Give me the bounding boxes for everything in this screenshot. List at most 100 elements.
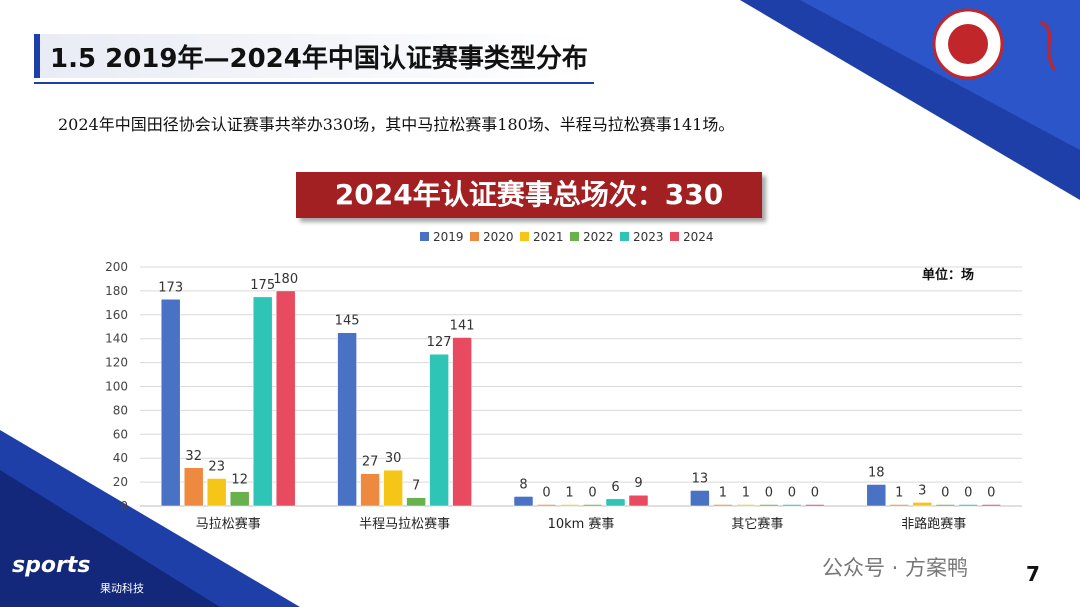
data-label: 0 [964, 486, 972, 501]
unit-label: 单位：场 [922, 268, 975, 283]
y-tick-label: 160 [105, 308, 128, 322]
bar-2021-1 [383, 469, 403, 507]
y-tick-label: 200 [105, 260, 128, 274]
data-label: 12 [231, 473, 248, 488]
bar-2020-4 [889, 504, 910, 507]
bar-2020-2 [536, 504, 557, 507]
y-tick-label: 60 [113, 427, 128, 441]
association-logo-center [948, 24, 988, 64]
bar-layer [160, 290, 1002, 507]
data-label: 145 [335, 314, 360, 329]
bar-2021-0 [206, 478, 227, 507]
sports-logo: sports [12, 553, 91, 578]
data-label: 0 [941, 486, 949, 501]
bar-2022-3 [759, 504, 779, 507]
bar-2024-0 [275, 290, 296, 507]
data-label: 1 [719, 486, 727, 501]
data-label: 6 [611, 480, 619, 495]
summary-text: 2024年中国田径协会认证赛事共举办330场，其中马拉松赛事180场、半程马拉松… [58, 115, 735, 134]
y-tick-label: 180 [105, 284, 128, 298]
bar-2019-1 [337, 332, 357, 507]
bar-2022-4 [935, 504, 956, 507]
bar-2023-0 [252, 296, 273, 507]
data-label: 1 [742, 486, 750, 501]
legend-swatch-2019 [420, 232, 429, 241]
bar-2020-0 [183, 467, 204, 507]
data-label: 175 [250, 278, 275, 293]
bar-2023-1 [429, 353, 449, 507]
page-title: 1.5 2019年—2024年中国认证赛事类型分布 [50, 44, 588, 74]
bar-2020-3 [713, 504, 733, 507]
top-right-blue-band-light [800, 0, 1080, 150]
bar-2019-3 [690, 490, 710, 507]
data-label: 32 [185, 449, 202, 464]
data-label: 18 [868, 465, 885, 480]
legend-swatch-2021 [520, 232, 529, 241]
y-tick-label: 140 [105, 332, 128, 346]
legend-swatch-2020 [470, 232, 479, 241]
bar-2019-4 [866, 484, 887, 507]
legend-swatch-2022 [570, 232, 579, 241]
bar-2021-4 [912, 502, 933, 507]
legend-label: 2019 [433, 230, 464, 244]
data-label: 0 [588, 486, 596, 501]
x-category-label: 其它赛事 [731, 516, 783, 532]
data-label: 0 [788, 486, 796, 501]
data-label: 127 [427, 335, 452, 350]
data-label: 0 [811, 486, 819, 501]
bar-2023-3 [782, 504, 802, 507]
legend: 2019 2020 2021 2022 2023 2024 [420, 230, 714, 244]
bar-2022-0 [229, 491, 250, 507]
legend-swatch-2024 [670, 232, 679, 241]
bar-2022-2 [582, 504, 603, 507]
bar-2020-1 [360, 473, 380, 507]
bar-2024-4 [981, 504, 1002, 507]
data-label: 9 [634, 476, 642, 491]
data-label: 141 [450, 319, 475, 334]
legend-label: 2020 [483, 230, 514, 244]
data-label: 27 [362, 455, 379, 470]
legend-label: 2022 [583, 230, 614, 244]
data-label: 0 [542, 486, 550, 501]
y-tick-label: 120 [105, 356, 128, 370]
bar-2023-4 [958, 504, 979, 507]
title-underline [34, 82, 594, 84]
data-label: 3 [918, 483, 926, 498]
title-bar [34, 34, 594, 78]
data-label: 13 [692, 471, 709, 486]
x-category-label: 半程马拉松赛事 [359, 516, 450, 532]
total-events-banner: 2024年认证赛事总场次：330 [296, 172, 762, 218]
bar-2023-2 [605, 498, 626, 507]
page-number: 7 [1026, 562, 1040, 586]
bar-2024-1 [452, 337, 472, 507]
data-label: 8 [519, 477, 527, 492]
legend-label: 2021 [533, 230, 564, 244]
y-tick-label: 80 [113, 403, 128, 417]
data-label: 7 [412, 479, 420, 494]
brand-subtitle: 果动科技 [100, 582, 144, 595]
bar-2019-0 [160, 299, 181, 507]
bar-2019-2 [513, 496, 534, 507]
china-athletics-logo [1039, 20, 1057, 71]
y-tick-label: 0 [120, 499, 128, 513]
data-label: 23 [208, 460, 225, 475]
bottom-left-blue-band-dark [0, 470, 220, 607]
data-label: 1 [895, 486, 903, 501]
x-category-label: 10km 赛事 [548, 516, 615, 532]
bar-2021-2 [559, 504, 580, 507]
y-tick-label: 40 [113, 451, 128, 465]
data-label: 30 [385, 451, 402, 466]
bar-2024-2 [628, 494, 649, 507]
legend-label: 2024 [683, 230, 714, 244]
wechat-watermark: 公众号 · 方案鸭 [822, 556, 969, 580]
legend-label: 2023 [633, 230, 664, 244]
data-label: 0 [765, 486, 773, 501]
bar-2022-1 [406, 497, 426, 507]
x-category-label: 非路跑赛事 [901, 516, 966, 532]
bar-2021-3 [736, 504, 756, 507]
y-tick-label: 20 [113, 475, 128, 489]
